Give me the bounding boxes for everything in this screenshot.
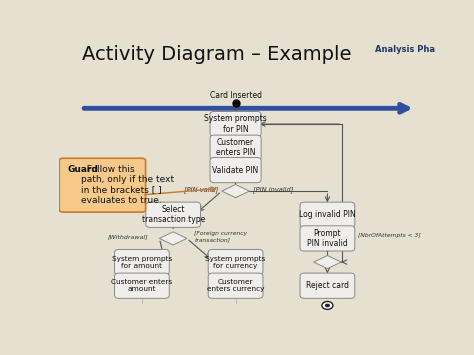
Text: Log invalid PIN: Log invalid PIN: [299, 210, 356, 219]
FancyBboxPatch shape: [300, 202, 355, 227]
Text: Customer
enters currency: Customer enters currency: [207, 279, 264, 292]
Polygon shape: [159, 232, 187, 245]
Text: Select
transaction type: Select transaction type: [142, 205, 205, 224]
Text: Card Inserted: Card Inserted: [210, 91, 262, 100]
Text: : Follow this
path, only if the text
in the brackets [ ]
evaluates to true.: : Follow this path, only if the text in …: [82, 165, 174, 205]
Text: Analysis Pha: Analysis Pha: [375, 45, 435, 54]
Text: Customer
enters PIN: Customer enters PIN: [216, 138, 255, 157]
Polygon shape: [222, 185, 249, 198]
Text: System prompts
for PIN: System prompts for PIN: [204, 114, 267, 134]
Text: [Foreign currency
transaction]: [Foreign currency transaction]: [194, 231, 247, 242]
Text: System prompts
for currency: System prompts for currency: [205, 256, 266, 269]
FancyBboxPatch shape: [210, 111, 261, 137]
Text: Prompt
PIN invalid: Prompt PIN invalid: [307, 229, 348, 248]
FancyBboxPatch shape: [146, 202, 201, 227]
FancyBboxPatch shape: [59, 158, 146, 212]
Text: Guard: Guard: [67, 165, 98, 174]
FancyBboxPatch shape: [208, 273, 263, 298]
Text: [PIN invalid]: [PIN invalid]: [253, 186, 293, 193]
FancyBboxPatch shape: [208, 250, 263, 275]
Text: Validate PIN: Validate PIN: [212, 165, 259, 175]
Text: System prompts
for amount: System prompts for amount: [112, 256, 172, 269]
Text: [NbrOfAttempts < 3]: [NbrOfAttempts < 3]: [358, 233, 420, 238]
FancyBboxPatch shape: [300, 226, 355, 251]
Text: [Withdrawal]: [Withdrawal]: [108, 235, 148, 240]
FancyBboxPatch shape: [115, 273, 169, 298]
FancyBboxPatch shape: [300, 273, 355, 298]
Text: Reject card: Reject card: [306, 281, 349, 290]
Circle shape: [322, 301, 333, 309]
Text: Customer enters
amount: Customer enters amount: [111, 279, 173, 292]
Polygon shape: [314, 256, 341, 269]
FancyBboxPatch shape: [210, 135, 261, 160]
FancyBboxPatch shape: [210, 158, 261, 183]
Circle shape: [325, 304, 330, 307]
Text: [PIN valid]: [PIN valid]: [184, 186, 218, 193]
FancyBboxPatch shape: [115, 250, 169, 275]
Text: Activity Diagram – Example: Activity Diagram – Example: [82, 45, 352, 64]
